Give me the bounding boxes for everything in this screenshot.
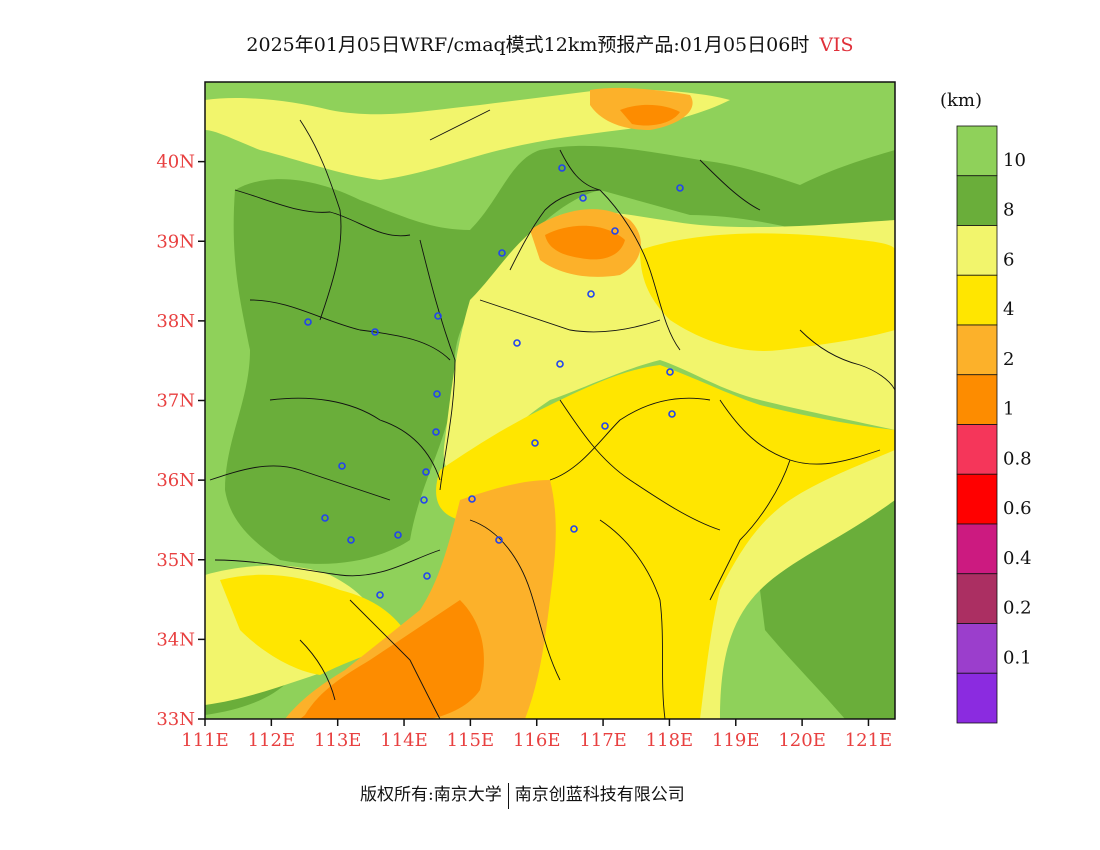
field-4-6-southwest [220,574,410,675]
city-marker [423,572,431,580]
lon-tick-label: 112E [248,730,296,751]
city-marker [666,368,674,376]
field-1-2-northtop [620,104,680,126]
colorbar-label: 10 [1003,150,1026,171]
colorbar-label: 8 [1003,200,1014,221]
admin-boundaries [209,109,895,719]
lat-tick-label: 40N [156,152,195,173]
field-8-10-northeast [800,150,895,235]
city-marker [420,496,428,504]
visibility-field [205,82,895,719]
lon-tick-label: 121E [845,730,893,751]
field-4-6-plain [436,365,895,719]
city-marker [676,184,684,192]
legend-unit: (km) [940,90,983,111]
lon-tick-label: 113E [314,730,362,751]
city-marker [668,410,676,418]
colorbar-swatch [956,324,998,376]
city-marker [321,514,329,522]
copyright-owner: 版权所有:南京大学 [360,785,502,805]
field-2-4-south [285,480,556,719]
lon-tick-label: 117E [579,730,627,751]
colorbar-swatch [956,175,998,226]
variable-label: VIS [819,34,854,56]
city-markers [304,164,684,599]
city-marker [579,194,587,202]
city-marker [347,536,355,544]
map-title: 2025年01月05日WRF/cmaq模式12km预报产品:01月05日06时 V… [0,30,1100,57]
city-marker [570,525,578,533]
footer-separator [507,782,509,809]
city-marker [432,428,440,436]
colorbar-label: 1 [1003,399,1014,420]
city-marker [338,462,346,470]
city-marker [434,312,442,320]
city-marker [371,328,379,336]
title-text: 2025年01月05日WRF/cmaq模式12km预报产品:01月05日06时 [246,34,810,56]
colorbar-swatch [956,672,998,724]
city-marker [513,339,521,347]
city-marker [394,531,402,539]
colorbar-label: 2 [1003,349,1014,370]
colorbar-label: 4 [1003,299,1014,320]
lon-tick-label: 111E [181,730,229,751]
field-4-6-northeast [640,233,895,351]
lon-tick-label: 115E [447,730,495,751]
colorbar-swatch [956,125,998,177]
colorbar-swatch [956,473,998,525]
colorbar-swatch [956,274,998,326]
lat-tick-label: 37N [156,391,195,412]
colorbar-swatch [956,573,998,624]
city-marker [422,468,430,476]
field-8-10-southeast [760,500,895,719]
colorbar-swatch [956,623,998,674]
city-marker [531,439,539,447]
city-marker [587,290,595,298]
field-1-2-north [545,225,625,260]
colorbar-swatch [956,374,998,425]
city-marker [556,360,564,368]
copyright-company: 南京创蓝科技有限公司 [514,785,685,805]
colorbar-swatch [956,523,998,575]
city-marker [468,495,476,503]
lon-tick-label: 119E [712,730,760,751]
colorbar-label: 6 [1003,249,1014,270]
colorbar-swatch [956,424,998,475]
lon-tick-label: 114E [380,730,428,751]
city-marker [433,390,441,398]
city-marker [304,318,312,326]
lon-tick-label: 116E [513,730,561,751]
city-marker [611,227,619,235]
city-marker [498,249,506,257]
colorbar-label: 0.4 [1003,548,1032,569]
lat-tick-label: 33N [156,709,195,730]
lon-tick-label: 118E [646,730,694,751]
lat-tick-label: 39N [156,231,195,252]
colorbar-label: 0.1 [1003,647,1032,668]
field-8-10-west [225,145,800,564]
lat-tick-label: 35N [156,550,195,571]
city-marker [601,422,609,430]
city-marker [376,591,384,599]
city-marker [558,164,566,172]
city-marker [495,536,503,544]
colorbar-label: 0.8 [1003,448,1032,469]
colorbar: 10 8 6 4 2 1 0.8 0.6 0.4 0.2 0.1 [956,125,1032,724]
field-1-2-south [300,600,484,719]
copyright-footer: 版权所有:南京大学 南京创蓝科技有限公司 [360,780,685,809]
colorbar-label: 0.2 [1003,598,1032,619]
lat-tick-label: 34N [156,629,195,650]
colorbar-label: 0.6 [1003,498,1032,519]
lat-tick-label: 36N [156,470,195,491]
colorbar-swatch [956,225,998,276]
lat-tick-label: 38N [156,311,195,332]
lon-tick-label: 120E [778,730,826,751]
